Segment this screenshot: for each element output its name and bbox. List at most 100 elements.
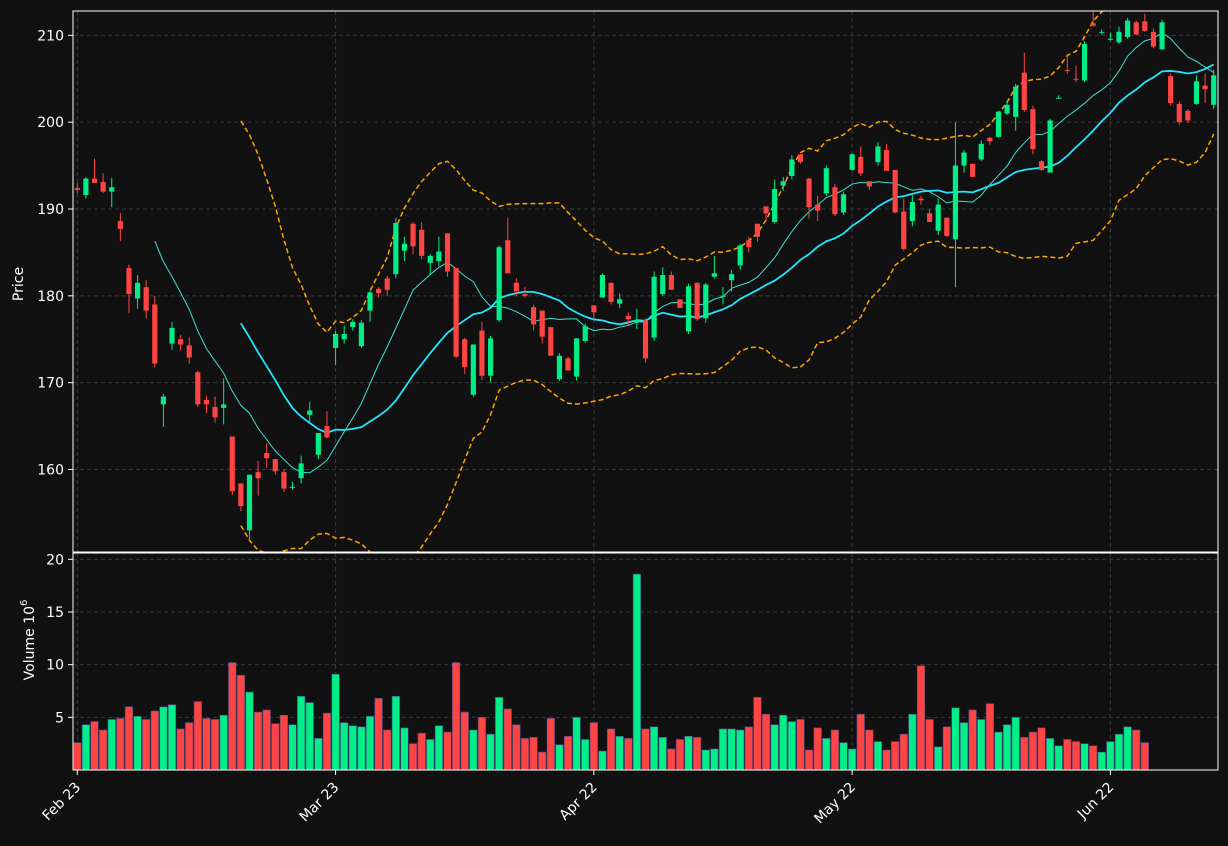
volume-bar bbox=[994, 731, 1003, 771]
volume-bar bbox=[452, 662, 461, 771]
volume-bar bbox=[779, 714, 788, 771]
volume-bar bbox=[959, 722, 969, 771]
candle-body bbox=[1021, 72, 1027, 110]
candle-body bbox=[574, 338, 580, 377]
volume-bar bbox=[1063, 739, 1072, 771]
candle-body bbox=[987, 137, 993, 142]
candle-body bbox=[1193, 81, 1200, 104]
volume-bar bbox=[520, 738, 530, 771]
volume-axis-exponent: 6 bbox=[19, 600, 30, 606]
candle-body bbox=[1107, 38, 1113, 40]
candle-body bbox=[711, 273, 717, 277]
candle-body bbox=[944, 217, 950, 236]
volume-bar bbox=[563, 735, 573, 771]
candle-body bbox=[307, 410, 313, 415]
moving-average-short-line bbox=[154, 32, 1214, 474]
volume-bar bbox=[176, 728, 185, 771]
price-tick-label: 170 bbox=[37, 376, 64, 392]
candle-body bbox=[961, 152, 967, 166]
volume-tick-label: 5 bbox=[55, 710, 64, 726]
candle-body bbox=[178, 339, 184, 345]
volume-bar bbox=[365, 715, 375, 771]
candle-body bbox=[246, 474, 253, 531]
volume-bar bbox=[684, 735, 693, 771]
volume-bar bbox=[624, 738, 633, 771]
volume-bar bbox=[667, 748, 676, 771]
candle-body bbox=[401, 243, 408, 251]
volume-bar bbox=[434, 725, 443, 771]
volume-bar bbox=[916, 665, 926, 771]
volume-bar bbox=[925, 719, 934, 771]
candle-body bbox=[634, 320, 640, 322]
volume-bar bbox=[977, 719, 986, 771]
volume-bar bbox=[202, 718, 211, 771]
candle-body bbox=[608, 282, 614, 302]
volume-bar bbox=[133, 715, 142, 771]
candle-body bbox=[341, 334, 347, 340]
volume-panel: 5 10 15 20 Volume 106 bbox=[19, 552, 1219, 771]
volume-bar bbox=[219, 714, 228, 771]
volume-bar bbox=[348, 725, 357, 771]
candle-body bbox=[970, 163, 976, 177]
volume-bar bbox=[1037, 727, 1046, 771]
candle-body bbox=[1125, 20, 1131, 38]
volume-bar bbox=[116, 718, 125, 771]
bollinger-bands bbox=[240, 11, 1215, 552]
candle-body bbox=[806, 178, 812, 208]
candle-body bbox=[1142, 21, 1148, 31]
candle-body bbox=[1099, 31, 1105, 33]
volume-bar bbox=[641, 728, 650, 771]
volume-bar bbox=[228, 662, 237, 771]
volume-bar bbox=[469, 729, 478, 771]
candle-body bbox=[531, 307, 537, 325]
volume-bar bbox=[1071, 741, 1081, 771]
volume-bar bbox=[391, 695, 400, 771]
volume-bar bbox=[374, 698, 383, 771]
volume-bars bbox=[73, 573, 1149, 771]
candle-body bbox=[358, 322, 364, 347]
price-tick-label: 190 bbox=[37, 202, 64, 218]
price-grid bbox=[73, 11, 1218, 552]
candle-body bbox=[453, 268, 459, 357]
volume-bar bbox=[81, 724, 91, 771]
volume-bar bbox=[727, 728, 736, 771]
volume-bar bbox=[934, 746, 943, 771]
volume-bar bbox=[210, 719, 220, 771]
candle-body bbox=[1133, 22, 1139, 35]
volume-bar bbox=[581, 739, 590, 771]
candle-body bbox=[1116, 31, 1122, 43]
volume-bar bbox=[340, 722, 349, 771]
price-plot-area bbox=[73, 11, 1218, 552]
price-axis: 160 170 180 190 200 210 bbox=[37, 28, 73, 479]
candle-body bbox=[212, 406, 218, 418]
volume-bar bbox=[185, 722, 194, 771]
volume-bar bbox=[538, 751, 547, 771]
volume-bar bbox=[443, 731, 452, 771]
volume-bar bbox=[675, 739, 685, 771]
candle-body bbox=[496, 247, 502, 321]
volume-bar bbox=[167, 704, 177, 771]
bollinger-lower-line bbox=[240, 133, 1215, 552]
volume-bar bbox=[658, 737, 667, 771]
volume-bar bbox=[598, 750, 607, 771]
candle-body bbox=[1150, 31, 1157, 47]
candle-body bbox=[393, 222, 399, 275]
volume-bar bbox=[90, 721, 99, 771]
volume-bar bbox=[322, 712, 332, 771]
candle-body bbox=[384, 278, 390, 290]
volume-bar bbox=[408, 743, 418, 771]
candle-body bbox=[126, 268, 132, 295]
candle-body bbox=[797, 154, 804, 163]
candle-body bbox=[927, 213, 933, 223]
candle-body bbox=[823, 168, 829, 194]
candle-body bbox=[298, 463, 304, 479]
volume-bar bbox=[1054, 745, 1063, 771]
candle-body bbox=[780, 181, 786, 186]
volume-bar bbox=[460, 711, 469, 771]
volume-tick-label: 15 bbox=[46, 605, 64, 621]
candle-body bbox=[694, 282, 700, 320]
volume-tick-label: 20 bbox=[46, 552, 64, 568]
candle-body bbox=[995, 111, 1002, 137]
candle-body bbox=[703, 284, 709, 319]
candle-body bbox=[754, 223, 760, 237]
